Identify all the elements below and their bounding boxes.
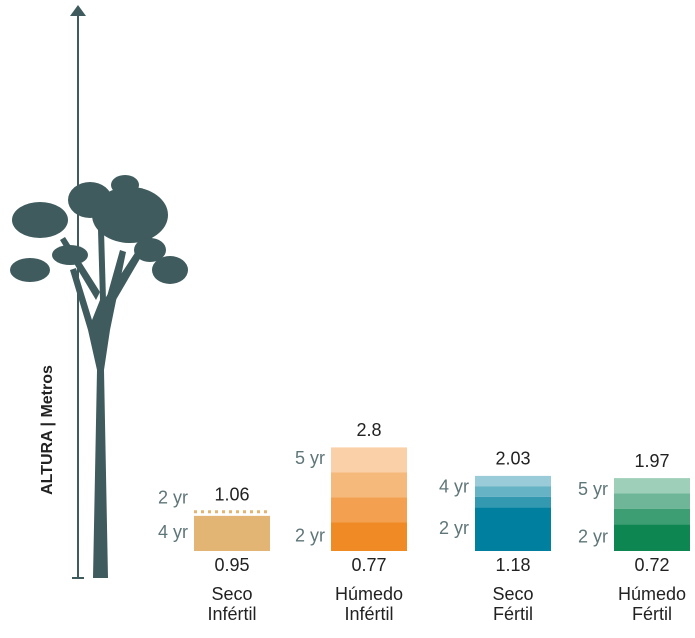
bar-band <box>614 508 690 525</box>
bar-upper <box>194 510 270 520</box>
value-label: 0.72 <box>634 555 669 575</box>
year-label: 4 yr <box>439 477 469 497</box>
year-label: 2 yr <box>295 526 325 546</box>
bar-lower <box>194 515 270 551</box>
bar-lower <box>331 522 407 551</box>
year-label: 2 yr <box>439 518 469 538</box>
year-label: 5 yr <box>295 448 325 468</box>
bar-band <box>331 447 407 473</box>
value-label: 2.03 <box>495 449 530 469</box>
year-label: 2 yr <box>578 526 608 546</box>
value-label: 1.06 <box>214 485 249 505</box>
bar-upper <box>475 475 551 508</box>
year-label: 2 yr <box>158 488 188 508</box>
bar-band <box>475 496 551 508</box>
y-axis <box>70 5 86 579</box>
value-label: 1.97 <box>634 451 669 471</box>
bar-upper <box>331 447 407 523</box>
bar-upper <box>614 478 690 525</box>
bar-band <box>331 472 407 498</box>
bar-lower <box>475 507 551 551</box>
year-label: 5 yr <box>578 479 608 499</box>
value-label: 0.95 <box>214 555 249 575</box>
bar-band <box>475 475 551 487</box>
category-label: Húmedo <box>335 584 403 604</box>
bar-band <box>614 493 690 509</box>
axis-label: ALTURA | Metros <box>39 365 56 495</box>
value-label: 0.77 <box>351 555 386 575</box>
value-label: 2.8 <box>356 420 381 440</box>
value-label: 1.18 <box>495 555 530 575</box>
bar-band <box>331 497 407 523</box>
category-label: Infértil <box>207 604 256 624</box>
tree-illustration <box>10 175 188 578</box>
category-label: Seco <box>211 584 252 604</box>
category-label: Húmedo <box>618 584 686 604</box>
bar-band <box>614 478 690 494</box>
category-label: Fértil <box>632 604 672 624</box>
year-label: 4 yr <box>158 522 188 542</box>
category-label: Seco <box>492 584 533 604</box>
category-label: Fértil <box>493 604 533 624</box>
bar-band <box>475 486 551 497</box>
category-label: Infértil <box>344 604 393 624</box>
bar-lower <box>614 524 690 551</box>
